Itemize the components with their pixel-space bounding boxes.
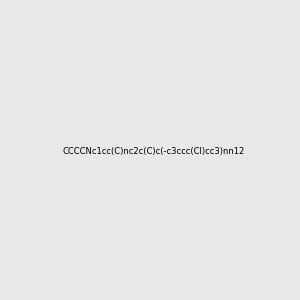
Text: CCCCNc1cc(C)nc2c(C)c(-c3ccc(Cl)cc3)nn12: CCCCNc1cc(C)nc2c(C)c(-c3ccc(Cl)cc3)nn12 [63,147,245,156]
